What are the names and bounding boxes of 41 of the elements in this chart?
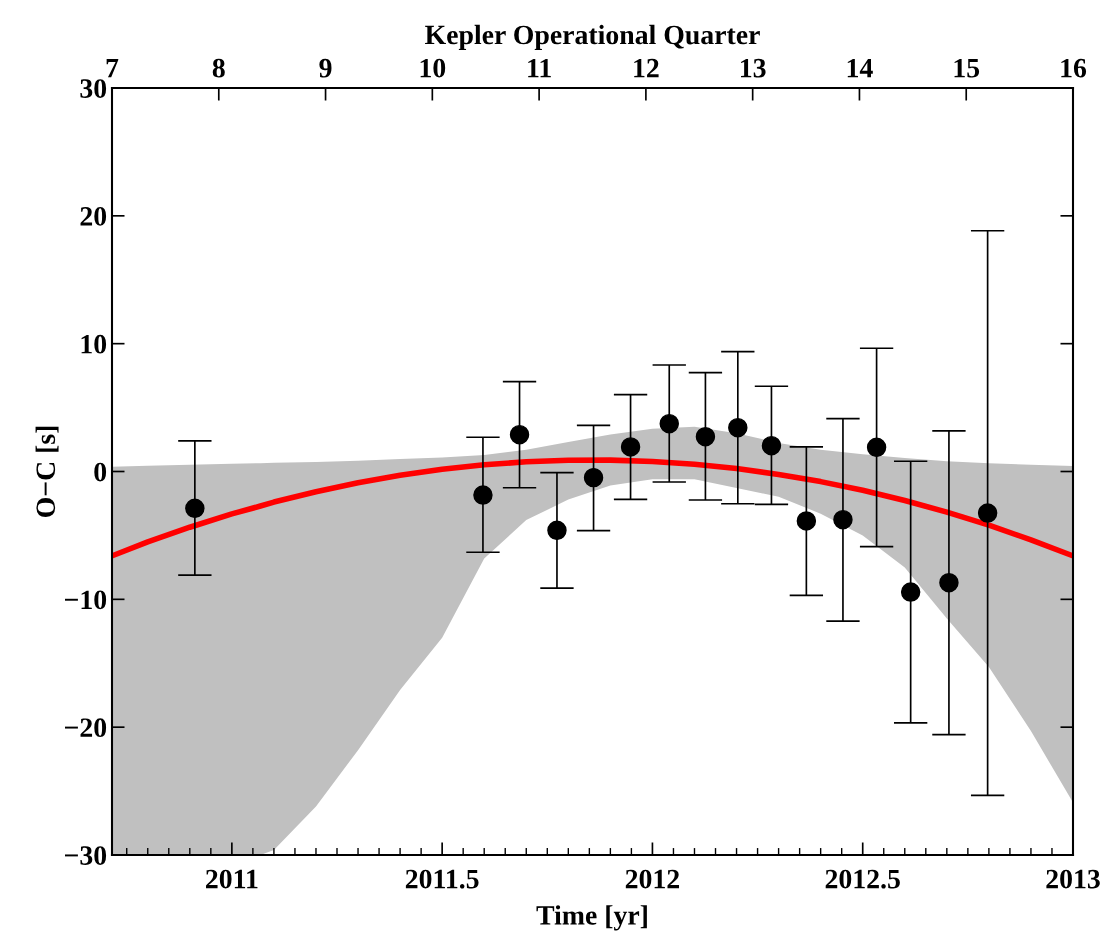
x-tick-label: 2012.5 [825,869,900,889]
y-tick-label: 10 [81,334,107,354]
point [695,427,716,447]
x-tick-label: 2013 [1046,869,1100,889]
point [509,424,530,445]
x-tick-label: 2012 [625,869,680,889]
x2-axis-title: Kepler Operational Quarter [425,24,760,50]
point [833,509,853,530]
y-axis-title: O−C [s] [35,426,59,518]
x-tick-label: 2011 [206,869,258,889]
point [939,572,959,593]
y-tick-label: −20 [65,718,107,738]
point [583,467,604,488]
x-tick-label: 2011.5 [405,869,479,889]
y-tick-label: 20 [80,207,107,226]
point [659,413,679,434]
y-tick-label: −30 [65,846,107,865]
x2-tick-label: 8 [212,58,225,78]
x2-tick-label: 12 [634,58,659,78]
point [473,485,493,505]
point [620,437,641,457]
x-axis-title: Time [yr] [536,905,647,931]
x2-tick-label: 16 [1061,58,1087,78]
x2-tick-label: 13 [741,58,766,78]
point [185,498,205,519]
x2-tick-label: 15 [954,58,980,78]
x2-tick-label: 11 [528,58,551,78]
y-tick-label: 0 [94,462,107,482]
x2-tick-label: 10 [420,58,446,78]
point [728,417,748,438]
x2-tick-label: 7 [106,59,119,78]
point [977,503,998,523]
point [866,437,887,458]
point [547,520,567,541]
y-tick-label: −10 [65,590,107,610]
x2-tick-label: 14 [847,58,873,78]
point [900,582,921,602]
y-tick-label: 30 [80,79,107,98]
point [761,435,782,456]
point [796,511,817,531]
x2-tick-label: 9 [319,58,332,78]
